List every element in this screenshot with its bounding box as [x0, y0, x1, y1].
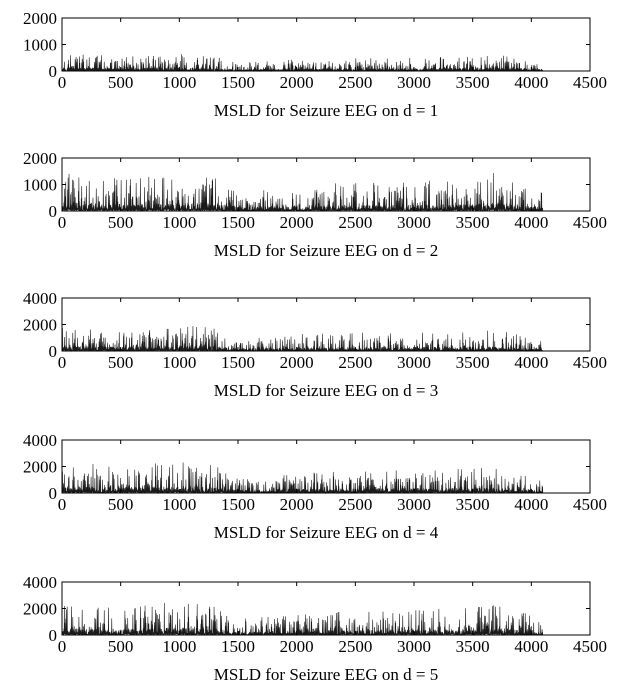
x-tick-label: 4500 [573, 73, 607, 92]
x-tick-label: 2000 [280, 637, 314, 656]
x-tick-label: 2000 [280, 495, 314, 514]
x-tick-label: 2500 [338, 73, 372, 92]
y-tick-label: 4000 [23, 573, 57, 592]
chart-panel-4: 0 500 1000 1500 2000 2500 3000 3500 4000 45000200… [23, 431, 607, 542]
x-tick-label: 4500 [573, 213, 607, 232]
chart-panel-5: 0 500 1000 1500 2000 2500 3000 3500 4000 45000200… [23, 573, 607, 684]
x-tick-label: 3000 [397, 73, 431, 92]
x-tick-label: 4000 [514, 73, 548, 92]
x-tick-label: 1000 [162, 637, 196, 656]
chart-panel-1: 0 500 1000 1500 2000 2500 3000 3500 4000 45000100… [23, 9, 607, 120]
signal-series [61, 602, 544, 637]
y-tick-label: 1000 [23, 36, 57, 55]
signal-series [61, 326, 543, 353]
x-tick-label: 2500 [338, 637, 372, 656]
x-tick-label: 4000 [514, 213, 548, 232]
x-tick-label: 2500 [338, 495, 372, 514]
x-tick-label: 3500 [456, 637, 490, 656]
y-tick-label: 2000 [23, 316, 57, 335]
x-tick-label: 500 [108, 213, 134, 232]
x-tick-label: 4500 [573, 353, 607, 372]
x-tick-label: 2000 [280, 213, 314, 232]
x-tick-label: 3500 [456, 213, 490, 232]
x-tick-label: 1000 [162, 353, 196, 372]
panel-caption: MSLD for Seizure EEG on d = 1 [214, 101, 438, 120]
y-tick-label: 0 [49, 342, 58, 361]
x-tick-label: 1500 [221, 73, 255, 92]
x-tick-label: 4500 [573, 637, 607, 656]
panel-caption: MSLD for Seizure EEG on d = 5 [214, 665, 438, 684]
plot-frame [61, 439, 591, 494]
chart-panel-2: 0 500 1000 1500 2000 2500 3000 3500 4000 45000100… [23, 149, 607, 260]
y-tick-label: 0 [49, 626, 58, 645]
signal-series [61, 462, 544, 495]
x-tick-label: 1500 [221, 495, 255, 514]
x-tick-label: 2000 [280, 353, 314, 372]
x-tick-label: 500 [108, 637, 134, 656]
signal-series [61, 172, 544, 213]
x-tick-label: 500 [108, 73, 134, 92]
x-tick-label: 3500 [456, 73, 490, 92]
y-tick-label: 0 [49, 484, 58, 503]
y-tick-label: 4000 [23, 289, 57, 308]
y-tick-label: 4000 [23, 431, 57, 450]
x-tick-label: 1500 [221, 213, 255, 232]
x-tick-label: 1500 [221, 353, 255, 372]
x-tick-label: 1000 [162, 213, 196, 232]
x-tick-label: 3000 [397, 353, 431, 372]
x-tick-label: 3000 [397, 495, 431, 514]
x-tick-label: 500 [108, 353, 134, 372]
y-tick-label: 1000 [23, 176, 57, 195]
x-tick-label: 4000 [514, 637, 548, 656]
chart-panel-3: 0 500 1000 1500 2000 2500 3000 3500 4000 45000200… [23, 289, 607, 400]
plot-frame [61, 297, 591, 352]
y-tick-label: 0 [49, 62, 58, 81]
x-tick-label: 0 [58, 353, 67, 372]
panel-caption: MSLD for Seizure EEG on d = 2 [214, 241, 438, 260]
x-tick-label: 4500 [573, 495, 607, 514]
x-tick-label: 3500 [456, 353, 490, 372]
panel-caption: MSLD for Seizure EEG on d = 3 [214, 381, 438, 400]
x-tick-label: 0 [58, 73, 67, 92]
x-tick-label: 4000 [514, 495, 548, 514]
signal-series [61, 54, 544, 73]
x-tick-label: 4000 [514, 353, 548, 372]
x-tick-label: 3500 [456, 495, 490, 514]
x-tick-label: 1000 [162, 495, 196, 514]
y-tick-label: 2000 [23, 458, 57, 477]
x-tick-label: 0 [58, 637, 67, 656]
y-tick-label: 2000 [23, 9, 57, 28]
x-tick-label: 1000 [162, 73, 196, 92]
x-tick-label: 2500 [338, 353, 372, 372]
y-tick-label: 2000 [23, 149, 57, 168]
x-tick-label: 2500 [338, 213, 372, 232]
x-tick-label: 500 [108, 495, 134, 514]
x-tick-label: 3000 [397, 213, 431, 232]
y-tick-label: 2000 [23, 600, 57, 619]
x-tick-label: 3000 [397, 637, 431, 656]
y-tick-label: 0 [49, 202, 58, 221]
x-tick-label: 0 [58, 213, 67, 232]
panel-caption: MSLD for Seizure EEG on d = 4 [214, 523, 439, 542]
x-tick-label: 1500 [221, 637, 255, 656]
x-tick-label: 2000 [280, 73, 314, 92]
x-tick-label: 0 [58, 495, 67, 514]
